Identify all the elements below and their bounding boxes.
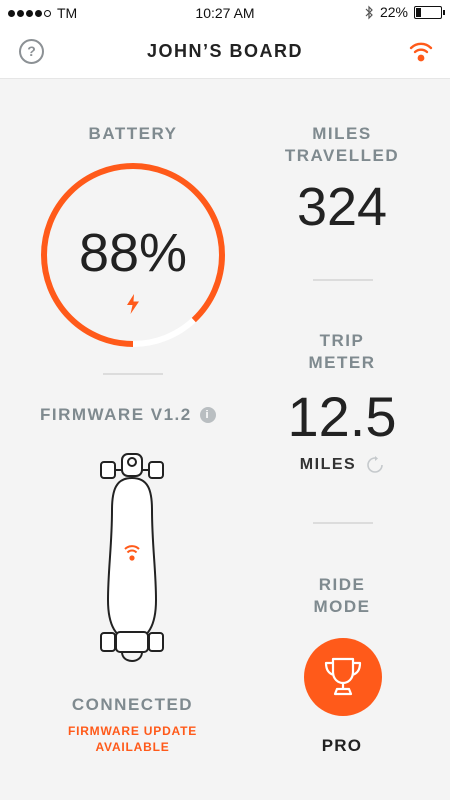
trophy-icon <box>324 657 362 696</box>
firmware-update-line2: AVAILABLE <box>95 740 170 754</box>
battery-label: BATTERY <box>88 124 178 143</box>
firmware-update-link[interactable]: FIRMWARE UPDATE AVAILABLE <box>40 723 225 755</box>
ride-label-line2: MODE <box>313 597 371 616</box>
status-battery-icon <box>414 5 445 19</box>
right-divider-bottom <box>313 522 373 524</box>
trip-meter-value: 12.5 <box>287 385 397 448</box>
firmware-label-row: FIRMWARE V1.2 i <box>40 404 216 426</box>
ride-mode-value: PRO <box>321 736 363 755</box>
reset-icon[interactable] <box>366 456 384 474</box>
firmware-version: FIRMWARE V1.2 <box>40 405 192 424</box>
status-bar: TM 10:27 AM 22% <box>0 0 450 26</box>
ride-mode-button[interactable] <box>304 638 382 716</box>
battery-gauge-arc <box>41 163 225 347</box>
carrier-indicator: TM <box>8 5 77 21</box>
status-time: 10:27 AM <box>195 5 255 21</box>
ride-label-line1: RIDE <box>318 575 366 594</box>
trip-meter-unit: MILES <box>299 456 357 473</box>
status-battery-percent: 22% <box>379 4 408 20</box>
trip-meter-unit-row: MILES <box>262 454 422 476</box>
trip-label-line2: METER <box>308 353 376 372</box>
lightning-icon <box>127 294 139 314</box>
signal-strength-icon <box>8 9 51 17</box>
battery-percentage: 88% <box>78 223 188 283</box>
question-icon: ? <box>27 43 36 59</box>
carrier-name: TM <box>57 5 78 21</box>
battery-gauge <box>41 163 225 347</box>
bluetooth-icon <box>365 5 373 19</box>
trip-label-line1: TRIP <box>319 331 365 350</box>
miles-label-line2: TRAVELLED <box>284 146 400 165</box>
ride-mode-label: RIDE MODE <box>262 574 422 618</box>
miles-travelled-value: 324 <box>296 177 388 237</box>
firmware-update-line1: FIRMWARE UPDATE <box>67 724 198 738</box>
app-header: ? JOHN’S BOARD <box>0 26 450 79</box>
miles-label-line1: MILES <box>312 124 372 143</box>
trip-meter-label: TRIP METER <box>262 330 422 374</box>
miles-travelled-label: MILES TRAVELLED <box>262 123 422 167</box>
wifi-icon[interactable] <box>408 38 434 64</box>
skateboard-icon <box>100 453 164 662</box>
left-divider <box>103 373 163 375</box>
help-button[interactable]: ? <box>19 39 44 64</box>
info-icon[interactable]: i <box>199 407 216 423</box>
page-title: JOHN’S BOARD <box>146 41 303 61</box>
status-right: 22% <box>364 4 445 20</box>
right-divider-top <box>313 279 373 281</box>
connection-status: CONNECTED <box>71 695 194 714</box>
